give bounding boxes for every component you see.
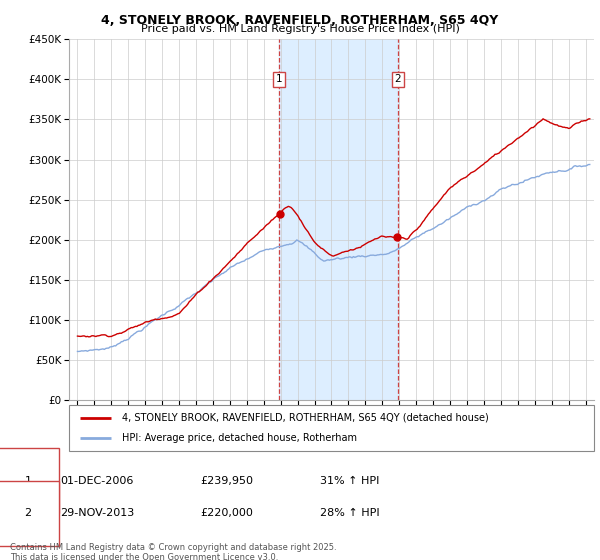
Text: 01-DEC-2006: 01-DEC-2006 <box>60 475 133 486</box>
Text: Price paid vs. HM Land Registry's House Price Index (HPI): Price paid vs. HM Land Registry's House … <box>140 24 460 34</box>
Text: £220,000: £220,000 <box>200 508 253 519</box>
Text: 1: 1 <box>276 74 283 85</box>
Text: 2: 2 <box>25 508 32 519</box>
Text: 31% ↑ HPI: 31% ↑ HPI <box>320 475 379 486</box>
Text: 28% ↑ HPI: 28% ↑ HPI <box>320 508 380 519</box>
Text: Contains HM Land Registry data © Crown copyright and database right 2025.
This d: Contains HM Land Registry data © Crown c… <box>10 543 337 560</box>
Text: 1: 1 <box>25 475 32 486</box>
Text: £239,950: £239,950 <box>200 475 253 486</box>
Bar <box>280 39 398 400</box>
Text: 2: 2 <box>394 74 401 85</box>
FancyBboxPatch shape <box>69 405 594 451</box>
Text: 4, STONELY BROOK, RAVENFIELD, ROTHERHAM, S65 4QY: 4, STONELY BROOK, RAVENFIELD, ROTHERHAM,… <box>101 14 499 27</box>
Text: 4, STONELY BROOK, RAVENFIELD, ROTHERHAM, S65 4QY (detached house): 4, STONELY BROOK, RAVENFIELD, ROTHERHAM,… <box>121 413 488 423</box>
Text: HPI: Average price, detached house, Rotherham: HPI: Average price, detached house, Roth… <box>121 433 356 443</box>
Text: 29-NOV-2013: 29-NOV-2013 <box>60 508 134 519</box>
